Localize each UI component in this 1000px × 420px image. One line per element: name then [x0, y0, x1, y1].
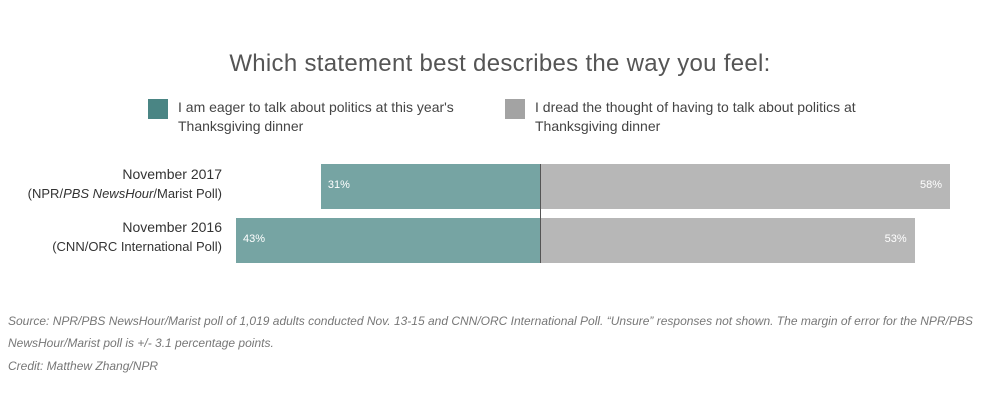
legend-swatch-dread — [505, 99, 525, 119]
value-label-dread-2016: 53% — [884, 233, 907, 245]
row-label-2017-source-em: PBS NewsHour — [63, 186, 154, 201]
row-label-2016: November 2016 (CNN/ORC International Pol… — [52, 218, 222, 256]
row-label-2017-source: (NPR/PBS NewsHour/Marist Poll) — [28, 184, 222, 203]
bar-eager-2016: 43% — [235, 218, 540, 263]
chart-title: Which statement best describes the way y… — [229, 50, 771, 77]
bar-dread-2017: 58% — [540, 164, 951, 209]
row-label-2016-title: November 2016 — [122, 219, 222, 235]
center-axis-line — [540, 164, 541, 263]
row-label-2017-title: November 2017 — [122, 166, 222, 182]
row-label-2016-source: (CNN/ORC International Poll) — [52, 239, 222, 254]
row-label-2017: November 2017 (NPR/PBS NewsHour/Marist P… — [28, 165, 222, 203]
bar-dread-2016: 53% — [540, 218, 915, 263]
value-label-eager-2017: 31% — [327, 179, 350, 191]
legend-item-eager: I am eager to talk about politics at thi… — [148, 98, 508, 136]
row-label-2017-source-prefix: (NPR/ — [27, 186, 64, 201]
legend-label-eager: I am eager to talk about politics at thi… — [178, 99, 454, 134]
value-label-dread-2017: 58% — [920, 179, 943, 191]
value-label-eager-2016: 43% — [242, 233, 266, 245]
legend-item-dread: I dread the thought of having to talk ab… — [505, 98, 865, 136]
credit-note: Credit: Matthew Zhang/NPR — [8, 359, 159, 373]
source-note: Source: NPR/PBS NewsHour/Marist poll of … — [8, 314, 973, 350]
bar-eager-2017: 31% — [320, 164, 540, 209]
legend-swatch-eager — [148, 99, 168, 119]
legend-label-dread: I dread the thought of having to talk ab… — [535, 99, 856, 134]
row-label-2017-source-suffix: /Marist Poll) — [153, 186, 222, 201]
